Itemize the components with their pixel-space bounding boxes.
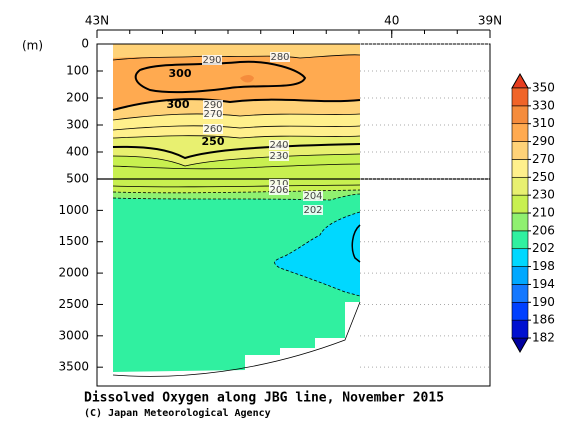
colorbar-segment xyxy=(511,87,529,107)
field xyxy=(113,179,360,372)
colorbar-segment xyxy=(511,105,529,125)
colorbar-label: 194 xyxy=(532,277,555,291)
contour-label: 206 xyxy=(269,185,288,196)
contour xyxy=(112,184,361,188)
contour-label: 210 xyxy=(269,179,288,190)
contour xyxy=(112,163,361,170)
contour xyxy=(112,135,361,139)
contour-label: 290 xyxy=(202,55,221,66)
contour-label-bg xyxy=(270,52,290,62)
colorbar-segment xyxy=(511,230,529,250)
colorbar-extend-low xyxy=(511,337,529,354)
y-tick-label: 400 xyxy=(66,145,89,159)
contour xyxy=(112,189,361,194)
y-tick-label: 200 xyxy=(66,91,89,105)
title: Dissolved Oxygen along JBG line, Novembe… xyxy=(84,391,444,406)
contour-label: 250 xyxy=(202,135,225,148)
colorbar-label: 186 xyxy=(532,313,555,327)
colorbar-segment xyxy=(511,284,529,303)
y-tick-label: 2000 xyxy=(58,266,89,280)
x-tick-label: 43N xyxy=(85,14,109,28)
contour-label: 204 xyxy=(303,191,322,202)
colorbar-extend-high xyxy=(511,72,529,89)
y-tick-label: 100 xyxy=(66,64,89,78)
contour xyxy=(274,211,361,297)
contour-label: 300 xyxy=(169,67,192,80)
y-tick-label: 2500 xyxy=(58,297,89,311)
colorbar-label: 310 xyxy=(532,116,555,130)
contour-label-bg xyxy=(303,191,323,201)
contour-label: 260 xyxy=(203,124,222,135)
colorbar-label: 210 xyxy=(532,206,555,220)
contour-label-bg xyxy=(203,124,223,134)
y-tick-label: 500 xyxy=(66,172,89,186)
colorbar-segment xyxy=(511,159,529,178)
colorbar-label: 290 xyxy=(532,134,555,148)
x-tick-label: 40 xyxy=(384,14,399,28)
contour xyxy=(112,54,361,61)
colorbar-label: 250 xyxy=(532,170,555,184)
colorbar-segment xyxy=(511,141,529,160)
contour xyxy=(351,224,361,263)
colorbar-label: 330 xyxy=(532,98,555,112)
colorbar-segment xyxy=(511,176,529,196)
field xyxy=(113,54,360,110)
contour xyxy=(112,193,361,201)
colorbar-segment xyxy=(511,248,529,267)
contour-label-bg xyxy=(303,205,323,215)
colorbar-segment xyxy=(511,266,529,285)
contour xyxy=(112,143,361,160)
contour-label-bg xyxy=(202,55,222,65)
colorbar-segment xyxy=(511,212,529,232)
y-tick-label: 3000 xyxy=(58,328,89,342)
contour xyxy=(112,98,361,111)
fields xyxy=(112,44,361,377)
contour-label-bg xyxy=(269,185,289,195)
colorbar-segment xyxy=(511,123,529,142)
contour-label: 202 xyxy=(303,205,322,216)
y-tick-label: 300 xyxy=(66,118,89,132)
colorbar-label: 202 xyxy=(532,241,555,255)
colorbar-label: 190 xyxy=(532,295,555,309)
colorbar-label: 350 xyxy=(532,81,555,95)
contour-label: 230 xyxy=(269,151,288,162)
colorbar-label: 230 xyxy=(532,188,555,202)
colorbar-segment xyxy=(511,301,529,321)
contour-label: 290 xyxy=(203,100,222,111)
colorbar-label: 270 xyxy=(532,152,555,166)
y-tick-label: 1000 xyxy=(58,203,89,217)
contour-label: 240 xyxy=(269,140,288,151)
credit: (C) Japan Meteorological Agency xyxy=(84,407,271,419)
contour-label-bg xyxy=(203,100,223,110)
colorbar-segment xyxy=(511,319,529,339)
field xyxy=(274,212,360,296)
colorbar-segment xyxy=(511,194,529,214)
contour-label-bg xyxy=(269,151,289,161)
y-tick-label: 1500 xyxy=(58,234,89,248)
contour-label-bg xyxy=(269,140,289,150)
y-tick-label: 3500 xyxy=(58,360,89,374)
x-tick-label: 39N xyxy=(478,14,502,28)
colorbar-label: 206 xyxy=(532,223,555,237)
contour-label: 270 xyxy=(203,109,222,120)
y-tick-label: 0 xyxy=(81,37,89,51)
contour-label-bg xyxy=(269,179,289,189)
contour-lines xyxy=(112,54,361,377)
contour xyxy=(112,125,361,131)
colorbar-label: 182 xyxy=(532,331,555,345)
contour xyxy=(112,113,361,121)
plot-frame xyxy=(96,43,491,387)
contour-label: 300 xyxy=(167,98,190,111)
seafloor xyxy=(112,301,361,377)
contour xyxy=(112,153,361,167)
colorbar-label: 198 xyxy=(532,259,555,273)
contour-label: 280 xyxy=(270,52,289,63)
y-axis-label: (m) xyxy=(22,39,43,53)
field xyxy=(240,75,254,83)
contour-label-bg xyxy=(203,109,223,119)
